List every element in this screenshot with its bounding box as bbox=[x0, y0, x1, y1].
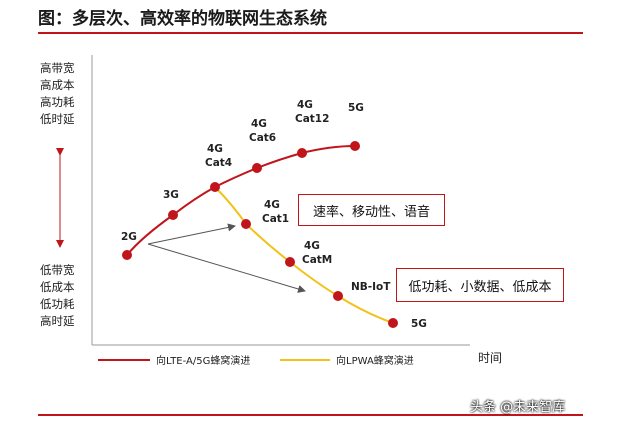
top-divider bbox=[38, 32, 583, 34]
lte-label-cat4: Cat4 bbox=[205, 157, 232, 169]
lte-label-cat6: Cat6 bbox=[249, 132, 276, 144]
bottom-divider bbox=[38, 414, 583, 416]
lpwa-node-4g-catm bbox=[285, 257, 295, 267]
lpwa-features-box: 低功耗、小数据、低成本 bbox=[396, 268, 564, 302]
lte-features-box: 速率、移动性、语音 bbox=[298, 194, 445, 226]
y-bottom-line-4: 高时延 bbox=[40, 314, 75, 328]
y-top-line-1: 高带宽 bbox=[40, 61, 75, 75]
lte-node-2g bbox=[122, 250, 132, 260]
y-top-line-3: 高功耗 bbox=[40, 95, 75, 109]
arrow-to-lte-branch bbox=[147, 223, 236, 245]
lte-label-3g: 3G bbox=[163, 189, 179, 201]
legend-lpwa-label: 向LPWA蜂窝演进 bbox=[336, 354, 414, 367]
lte-label-2g: 2G bbox=[121, 231, 137, 243]
x-axis-label: 时间 bbox=[478, 351, 502, 365]
lte-label-cat6-gen: 4G bbox=[251, 118, 267, 130]
y-axis-top-label: 高带宽 高成本 高功耗 低时延 bbox=[40, 60, 75, 128]
lpwa-label-cat1: Cat1 bbox=[262, 213, 289, 225]
lte-node-3g bbox=[168, 210, 178, 220]
watermark: 头条 @未来智库 bbox=[470, 400, 566, 415]
lte-label-cat12-gen: 4G bbox=[297, 99, 313, 111]
legend-lte-label: 向LTE-A/5G蜂窝演进 bbox=[156, 354, 250, 367]
lte-node-5g bbox=[350, 141, 360, 151]
y-top-line-4: 低时延 bbox=[40, 112, 75, 126]
y-bottom-line-2: 低成本 bbox=[40, 280, 75, 294]
lte-label-cat12: Cat12 bbox=[295, 113, 329, 125]
y-bottom-line-3: 低功耗 bbox=[40, 297, 75, 311]
lpwa-label-nb-iot: NB-IoT bbox=[351, 281, 391, 293]
lpwa-node-5g bbox=[388, 318, 398, 328]
page-title: 图：多层次、高效率的物联网生态系统 bbox=[38, 9, 327, 29]
lte-node-4g-cat4 bbox=[210, 182, 220, 192]
lpwa-node-nb-iot bbox=[333, 291, 343, 301]
lpwa-label-cat1-gen: 4G bbox=[264, 199, 280, 211]
lte-label-cat4-gen: 4G bbox=[207, 143, 223, 155]
arrow-to-lpwa-branch bbox=[147, 243, 306, 293]
lpwa-node-4g-cat1 bbox=[241, 219, 251, 229]
y-bottom-line-1: 低带宽 bbox=[40, 263, 75, 277]
lte-label-5g: 5G bbox=[348, 102, 364, 114]
lte-node-4g-cat6 bbox=[252, 163, 262, 173]
lpwa-label-catm-gen: 4G bbox=[304, 240, 320, 252]
lte-node-4g-cat12 bbox=[297, 148, 307, 158]
y-top-line-2: 高成本 bbox=[40, 78, 75, 92]
y-axis-bottom-label: 低带宽 低成本 低功耗 高时延 bbox=[40, 262, 75, 330]
lpwa-label-catm: CatM bbox=[302, 254, 332, 266]
lpwa-label-5g: 5G bbox=[411, 318, 427, 330]
